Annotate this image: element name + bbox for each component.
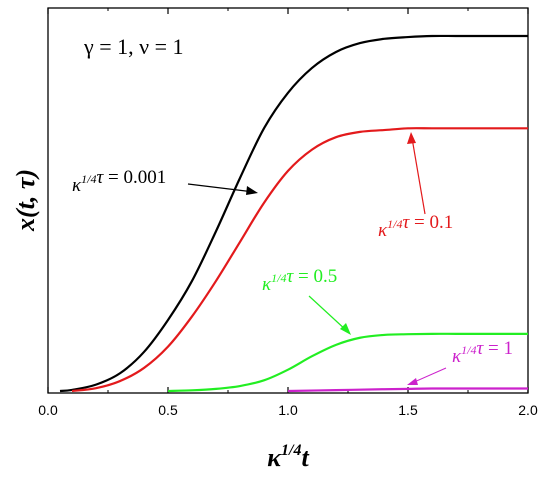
- series-0-label: κ1/4τ = 0.001: [72, 167, 166, 196]
- parameters-text: γ = 1, ν = 1: [83, 34, 183, 59]
- series-3-label: κ1/4τ = 1: [452, 338, 513, 367]
- series-2-arrowhead: [340, 323, 351, 335]
- annotation-series-3: κ1/4τ = 1: [407, 338, 513, 385]
- series-layer: [59, 34, 528, 393]
- series-line-1: [71, 127, 528, 393]
- annotation-series-0: κ1/4τ = 0.001: [72, 167, 258, 196]
- series-1-arrow: [411, 137, 426, 215]
- x-tick-label: 1.0: [278, 402, 298, 418]
- series-line-0: [59, 34, 528, 393]
- x-tick-label: 0.0: [38, 402, 58, 418]
- x-tick-label: 1.5: [398, 402, 418, 418]
- series-2-label: κ1/4τ = 0.5: [262, 266, 337, 295]
- x-axis-label: κ1/4t: [267, 442, 309, 472]
- x-ticks: 0.0 0.5 1.0 1.5 2.0: [38, 8, 538, 418]
- x-tick-label: 2.0: [518, 402, 538, 418]
- series-line-3: [287, 387, 528, 393]
- series-0-arrowhead: [246, 186, 258, 195]
- series-3-arrowhead: [407, 378, 418, 385]
- series-1-arrowhead: [407, 132, 416, 144]
- series-2-arrow: [308, 295, 348, 332]
- annotation-series-2: κ1/4τ = 0.5: [262, 266, 351, 335]
- series-1-label: κ1/4τ = 0.1: [378, 212, 453, 241]
- x-tick-label: 0.5: [158, 402, 178, 418]
- annotation-series-1: κ1/4τ = 0.1: [378, 132, 453, 241]
- series-line-2: [167, 332, 528, 393]
- y-axis-label: x(t, τ): [11, 169, 40, 232]
- series-0-arrow: [187, 183, 255, 193]
- plot-frame: [47, 7, 529, 394]
- series-3-arrow: [411, 367, 447, 384]
